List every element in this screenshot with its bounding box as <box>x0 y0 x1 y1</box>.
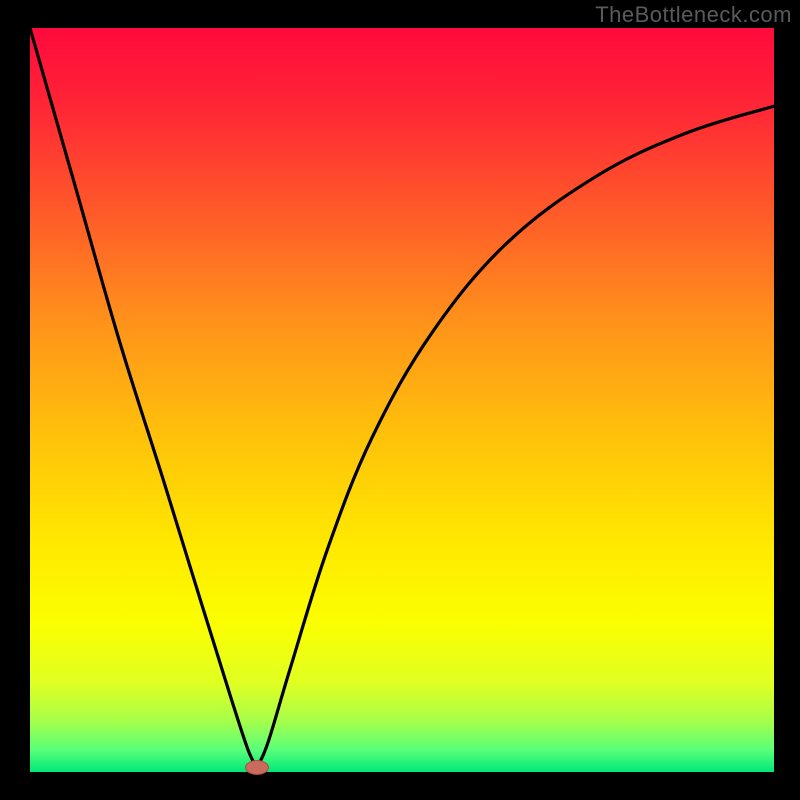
optimum-marker <box>245 760 269 775</box>
bottleneck-curve <box>30 28 774 772</box>
watermark-text: TheBottleneck.com <box>595 2 792 28</box>
plot-area <box>30 28 774 772</box>
